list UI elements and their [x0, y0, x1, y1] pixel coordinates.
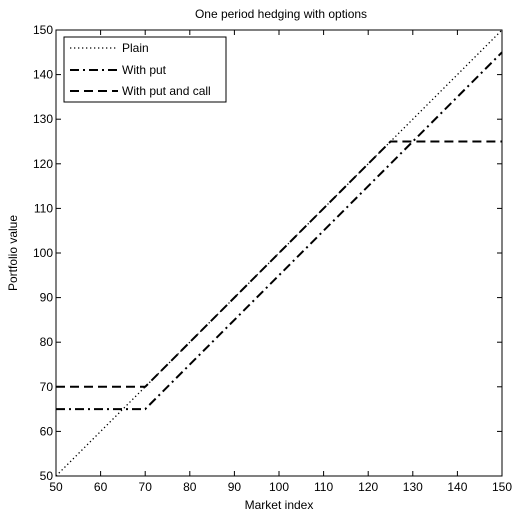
x-tick-label: 60 [94, 480, 108, 494]
y-tick-label: 80 [40, 335, 54, 349]
y-tick-label: 90 [40, 291, 54, 305]
legend-label-with-put: With put [122, 63, 167, 77]
series-layer [55, 29, 503, 477]
legend: Plain With put With put and call [63, 36, 227, 103]
x-tick-label: 100 [269, 480, 289, 494]
tick-layer: 50 60 70 80 90 100 110 120 130 140 150 50 60 70 80 90 10… [33, 23, 512, 494]
y-tick-label: 130 [33, 112, 53, 126]
x-tick-label: 70 [139, 480, 153, 494]
y-tick-label: 60 [40, 424, 54, 438]
y-tick-label: 100 [33, 246, 53, 260]
y-tick-label: 120 [33, 157, 53, 171]
legend-label-with-put-and-call: With put and call [122, 84, 211, 98]
legend-label-plain: Plain [122, 41, 149, 55]
plot-frame [55, 29, 503, 477]
y-tick-label: 150 [33, 23, 53, 37]
x-axis-label: Market index [245, 498, 314, 512]
x-tick-label: 150 [492, 480, 512, 494]
x-tick-label: 50 [49, 480, 63, 494]
chart-title: One period hedging with options [195, 7, 367, 21]
x-tick-label: 140 [447, 480, 467, 494]
series-line-with-put [56, 51, 503, 411]
x-tick-label: 110 [314, 480, 333, 494]
x-tick-label: 80 [183, 480, 197, 494]
y-tick-label: 110 [34, 201, 53, 215]
y-tick-label: 70 [40, 380, 54, 394]
x-tick-label: 130 [403, 480, 423, 494]
x-tick-label: 90 [228, 480, 242, 494]
x-tick-label: 120 [358, 480, 378, 494]
y-axis-label: Portfolio value [6, 215, 20, 291]
series-line-with-put-and-call [56, 140, 502, 388]
y-tick-label: 50 [40, 469, 54, 483]
y-tick-label: 140 [33, 68, 53, 82]
series-line-plain [55, 29, 503, 477]
